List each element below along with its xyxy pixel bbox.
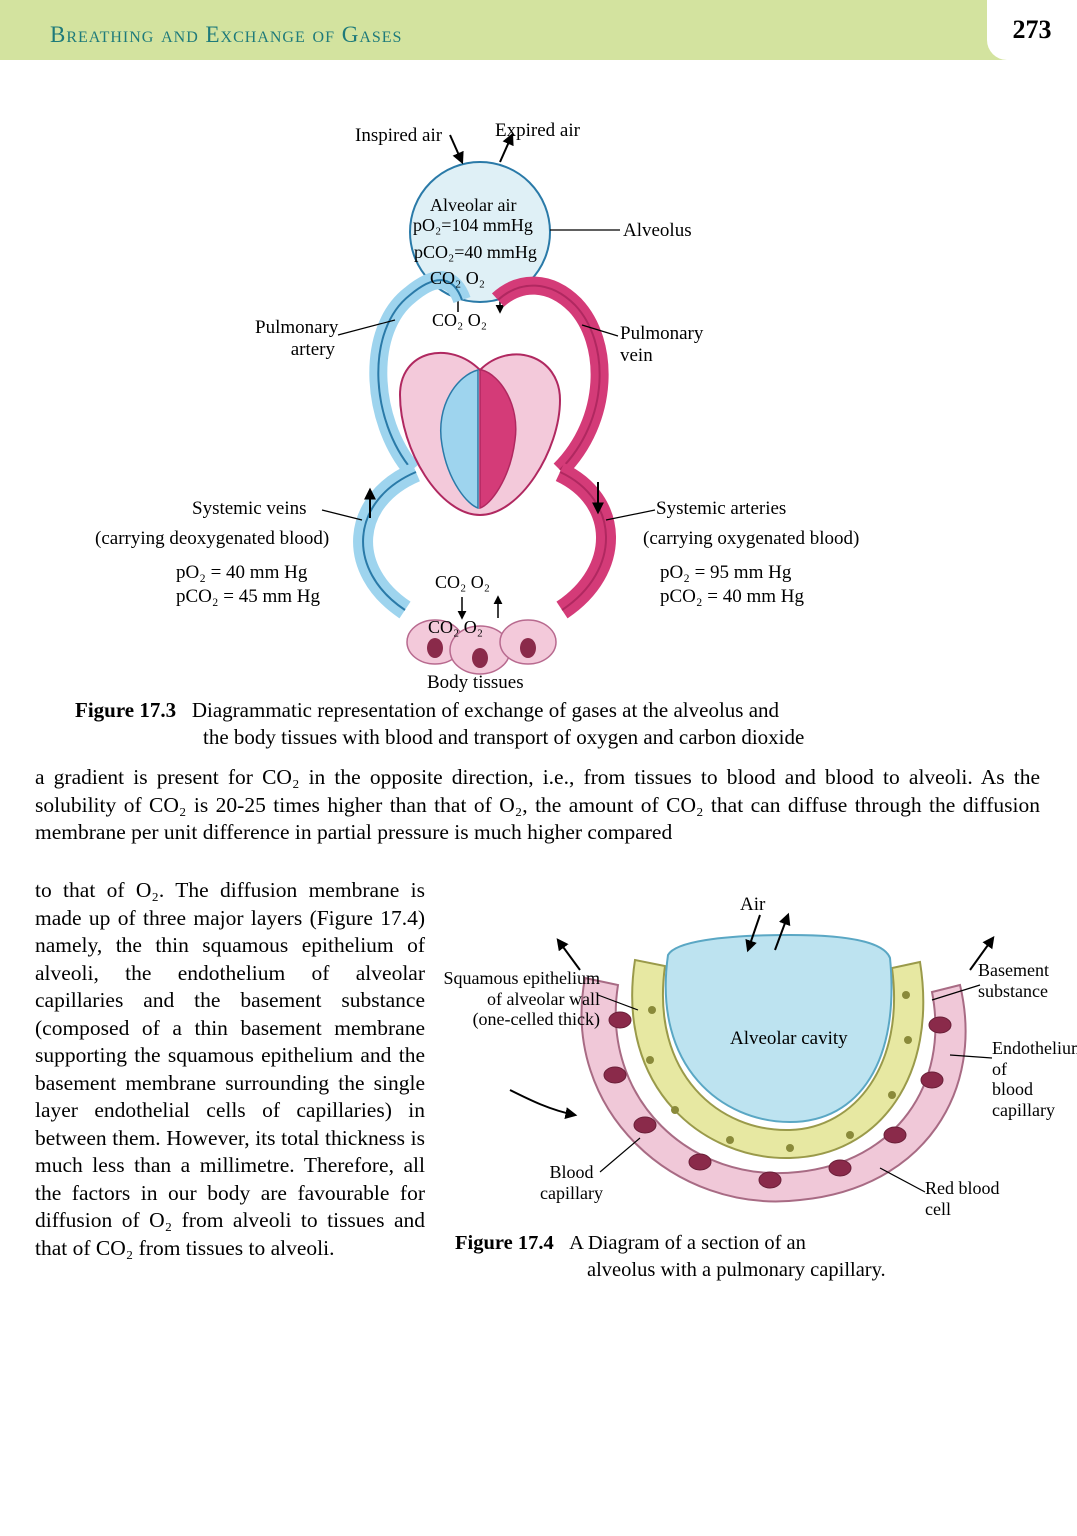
figure-17-4-caption: Figure 17.4 A Diagram of a section of an… [455,1230,1045,1283]
caption-number-173: Figure 17.3 [75,698,176,722]
caption-number-174: Figure 17.4 [455,1232,554,1254]
label-co2o2-2: CO₂ O₂ [432,310,487,331]
chapter-title: Breathing and Exchange of Gases [50,22,402,48]
label-pulmonary-artery: Pulmonary artery [255,317,335,361]
label-art-pco2: pCO₂ = 40 mm Hg [660,586,804,608]
label-body-tissues: Body tissues [427,672,524,694]
label-pulmonary-vein: Pulmonary vein [620,323,703,367]
label-co2o2-3: CO₂ O₂ [435,572,490,593]
label-basement-substance: Basement substance [978,960,1049,1001]
label-endothelium: Endothelium of blood capillary [992,1038,1077,1121]
page: Breathing and Exchange of Gases 273 [0,0,1077,1536]
page-number: 273 [1013,15,1052,45]
label-inspired-air: Inspired air [355,125,442,147]
label-co2o2-4: CO₂ O₂ [428,617,483,638]
figure-17-3: Inspired air Expired air Alveolar air pO… [100,120,1000,710]
label-vein-pco2: pCO₂ = 45 mm Hg [176,586,320,608]
label-oxy-note: (carrying oxygenated blood) [643,528,859,550]
label-rbc: Red blood cell [925,1178,1000,1219]
label-alveolus: Alveolus [623,220,692,242]
label-air: Air [740,894,765,916]
label-alv-pco2: pCO₂=40 mmHg [414,242,537,263]
label-expired-air: Expired air [495,120,580,142]
label-co2o2-1: CO₂ O₂ [430,268,485,289]
body-paragraph-2: to that of O₂. The diffusion membrane is… [35,877,425,1262]
label-squamous-epithelium: Squamous epithelium of alveolar wall (on… [435,968,600,1030]
figure-17-3-caption: Figure 17.3 Diagrammatic representation … [75,697,1025,752]
label-art-po2: pO₂ = 95 mm Hg [660,562,791,584]
label-vein-po2: pO₂ = 40 mm Hg [176,562,307,584]
label-alv-po2: pO₂=104 mmHg [413,215,533,236]
page-number-box: 273 [987,0,1077,60]
label-alveolar-air: Alveolar air [430,195,516,216]
label-blood-capillary: Blood capillary [540,1162,603,1203]
body-paragraph-1: a gradient is present for CO₂ in the opp… [35,764,1040,847]
label-deoxy-note: (carrying deoxygenated blood) [95,528,329,550]
label-systemic-arteries: Systemic arteries [656,498,786,520]
label-alveolar-cavity: Alveolar cavity [730,1028,848,1050]
figure-17-4: Air Squamous epithelium of alveolar wall… [440,900,1060,1230]
figure-17-3-svg [100,120,1000,710]
label-systemic-veins: Systemic veins [192,498,307,520]
